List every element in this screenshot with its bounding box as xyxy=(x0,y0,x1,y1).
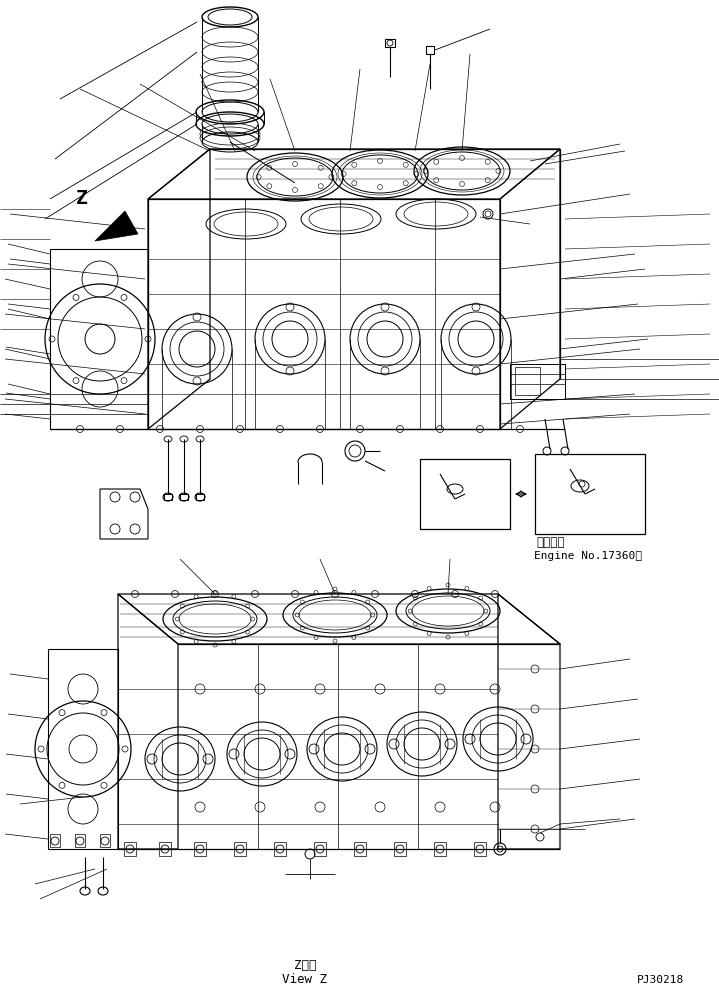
Bar xyxy=(234,843,246,857)
Text: 適用号機: 適用号機 xyxy=(536,536,564,549)
Bar xyxy=(180,494,188,500)
Bar xyxy=(194,843,206,857)
Bar xyxy=(159,843,171,857)
Bar xyxy=(394,843,406,857)
Bar xyxy=(124,843,136,857)
Bar xyxy=(164,494,172,500)
Text: PJ30218: PJ30218 xyxy=(636,974,684,984)
Text: Z: Z xyxy=(76,189,88,208)
Bar xyxy=(100,834,110,848)
Bar xyxy=(75,834,85,848)
Bar xyxy=(474,843,486,857)
Bar xyxy=(426,47,434,55)
Text: View Z: View Z xyxy=(283,973,327,986)
Text: Engine No.17360～: Engine No.17360～ xyxy=(534,551,642,561)
Bar xyxy=(420,459,510,530)
Bar xyxy=(434,843,446,857)
Bar xyxy=(535,454,645,535)
Bar xyxy=(196,494,204,500)
Bar xyxy=(385,40,395,48)
Bar xyxy=(274,843,286,857)
Bar xyxy=(354,843,366,857)
Bar xyxy=(314,843,326,857)
Bar xyxy=(515,368,540,395)
Text: Z　視: Z 視 xyxy=(294,959,316,972)
Polygon shape xyxy=(95,212,138,242)
Bar xyxy=(50,834,60,848)
Bar xyxy=(510,365,565,399)
